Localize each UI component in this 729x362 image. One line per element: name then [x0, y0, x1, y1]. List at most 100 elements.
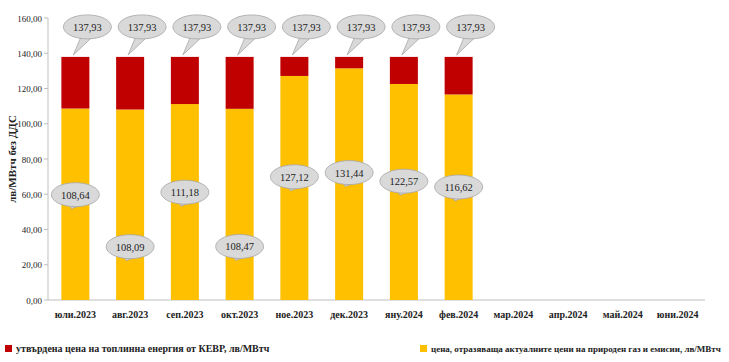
legend-swatch — [5, 345, 12, 352]
data-label: 137,93 — [237, 22, 266, 33]
bar-segment — [116, 109, 144, 300]
callout-bubble — [380, 169, 428, 193]
data-label-callout: 108,64 — [51, 183, 99, 209]
data-label: 131,44 — [335, 168, 365, 179]
x-tick-label: юли.2023 — [55, 309, 96, 320]
y-tick — [44, 18, 48, 19]
bar-segment — [226, 109, 254, 300]
bars — [61, 57, 472, 300]
y-tick-label: 20,00 — [22, 260, 43, 270]
y-tick — [44, 229, 48, 230]
total-marker — [61, 56, 89, 57]
legend-label: цена, отразяваща актуалните цени на прир… — [431, 344, 721, 354]
chart: 0,0020,0040,0060,0080,00100,00120,00140,… — [0, 0, 729, 362]
x-tick-label: юни.2024 — [657, 309, 699, 320]
data-label: 137,93 — [73, 22, 102, 33]
x-tick-label: окт.2023 — [221, 309, 258, 320]
data-label: 116,62 — [444, 182, 473, 193]
legend-label: утвърдена цена на топлинна енергия от КЕ… — [16, 343, 270, 354]
total-callout: 137,93 — [337, 15, 385, 55]
x-tick-label: мар.2024 — [493, 309, 533, 320]
total-marker — [171, 56, 199, 57]
y-axis — [48, 18, 49, 300]
data-label-callout: 116,62 — [435, 175, 483, 201]
data-label-callout: 122,57 — [380, 169, 428, 195]
callout-bubble — [447, 15, 495, 39]
y-tick-label: 160,00 — [17, 14, 42, 24]
data-label: 137,93 — [456, 22, 485, 33]
y-tick — [44, 123, 48, 124]
total-marker — [445, 56, 473, 57]
total-marker — [335, 56, 363, 57]
bar-segment — [116, 57, 144, 110]
data-label: 108,64 — [61, 190, 91, 201]
y-tick — [44, 300, 48, 301]
callout-bubble — [173, 15, 221, 39]
x-tick-label: май.2024 — [603, 309, 643, 320]
data-label: 137,93 — [182, 22, 211, 33]
callout-bubble — [106, 235, 154, 259]
y-tick-label: 120,00 — [17, 84, 42, 94]
total-callout: 137,93 — [173, 15, 221, 55]
y-tick-label: 0,00 — [26, 296, 42, 306]
data-label-callout: 127,12 — [270, 165, 318, 191]
y-axis-label: лв/МВтч без ДДС — [6, 115, 18, 203]
callout-bubble — [228, 15, 276, 39]
callout-bubble — [161, 180, 209, 204]
data-label: 137,93 — [347, 22, 376, 33]
bar-segment — [171, 57, 199, 104]
total-callout: 137,93 — [118, 15, 166, 55]
total-callout: 137,93 — [392, 15, 440, 55]
callout-bubble — [216, 234, 264, 258]
data-label: 127,12 — [280, 172, 309, 183]
legend: утвърдена цена на топлинна енергия от КЕ… — [5, 343, 721, 354]
x-tick-label: ное.2023 — [276, 309, 314, 320]
callout-bubble — [270, 165, 318, 189]
total-callout: 137,93 — [447, 15, 495, 55]
callout-bubble — [435, 175, 483, 199]
callout-bubble — [337, 15, 385, 39]
y-tick — [44, 194, 48, 195]
data-label: 111,18 — [171, 187, 199, 198]
bar-segment — [226, 57, 254, 109]
callout-bubble — [325, 161, 373, 185]
bar-segment — [61, 57, 89, 109]
legend-swatch — [420, 345, 427, 352]
callout-bubble — [392, 15, 440, 39]
data-label-callout: 131,44 — [325, 161, 373, 187]
y-tick-label: 140,00 — [17, 49, 42, 59]
y-tick-label: 80,00 — [22, 155, 43, 165]
data-label: 137,93 — [292, 22, 321, 33]
x-tick-label: фев.2024 — [439, 309, 478, 320]
y-tick — [44, 88, 48, 89]
callout-bubble — [51, 183, 99, 207]
callout-bubble — [118, 15, 166, 39]
data-label-callout: 111,18 — [161, 180, 209, 206]
y-tick-label: 60,00 — [22, 190, 43, 200]
data-label: 108,09 — [116, 242, 145, 253]
data-label: 122,57 — [389, 176, 418, 187]
total-marker — [226, 56, 254, 57]
y-tick — [44, 159, 48, 160]
y-tick — [44, 264, 48, 265]
bar-segment — [280, 57, 308, 76]
data-label-callout: 108,09 — [106, 235, 154, 261]
callout-bubble — [63, 15, 111, 39]
total-marker — [280, 56, 308, 57]
total-callout: 137,93 — [63, 15, 111, 55]
total-marker — [116, 56, 144, 57]
callout-bubble — [282, 15, 330, 39]
data-label: 137,93 — [128, 22, 157, 33]
bar-segment — [445, 57, 473, 95]
total-marker — [390, 56, 418, 57]
x-tick-label: авг.2023 — [112, 309, 148, 320]
data-label-callout: 108,47 — [216, 234, 264, 260]
x-tick-label: апр.2024 — [549, 309, 588, 320]
data-label: 108,47 — [225, 241, 254, 252]
total-callout: 137,93 — [282, 15, 330, 55]
bar-segment — [335, 57, 363, 68]
bar-segment — [390, 57, 418, 84]
total-callout: 137,93 — [228, 15, 276, 55]
y-tick-label: 100,00 — [17, 119, 42, 129]
y-tick — [44, 53, 48, 54]
